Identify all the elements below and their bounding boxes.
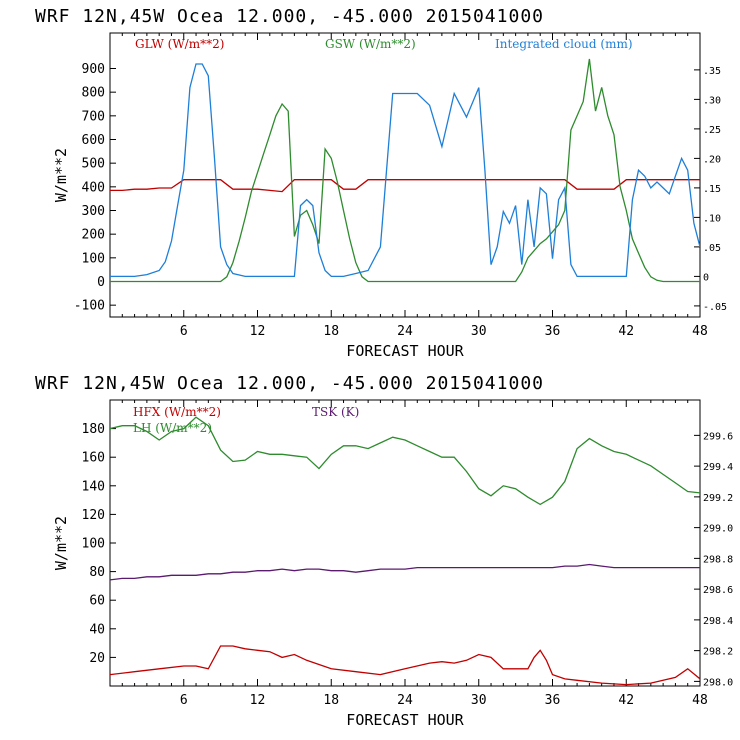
y-tick-label: 80: [89, 565, 105, 580]
series-line-hfx: [110, 645, 700, 686]
y2-tick-label: .35: [703, 66, 721, 77]
y2-tick-label: .15: [703, 184, 721, 195]
series-line-glw: [110, 179, 700, 193]
chart-panel-2: WRF 12N,45W Ocea 12.000, -45.000 2015041…: [35, 373, 733, 729]
x-axis-label: FORECAST HOUR: [346, 342, 464, 360]
y2-tick-label: .25: [703, 125, 721, 136]
legend-entry: GSW (W/m**2): [325, 37, 416, 51]
x-tick-label: 24: [397, 324, 413, 339]
y2-tick-label: -.05: [703, 302, 727, 313]
series-line-lh: [110, 416, 700, 506]
y-tick-label: 600: [82, 133, 105, 148]
x-tick-label: 24: [397, 693, 413, 708]
plot-frame: [109, 399, 701, 687]
y2-tick-label: 0: [703, 272, 709, 283]
y2-tick-label: .20: [703, 154, 721, 165]
y-tick-label: 180: [82, 422, 105, 437]
y2-tick-label: 298.0: [703, 677, 733, 688]
series-line-integrated: [110, 63, 700, 278]
y2-tick-label: 299.2: [703, 493, 733, 504]
x-tick-label: 30: [471, 324, 487, 339]
y-tick-label: 0: [97, 275, 105, 290]
y-tick-label: 400: [82, 180, 105, 195]
x-tick-label: 48: [692, 324, 708, 339]
y2-tick-label: 298.4: [703, 616, 733, 627]
x-tick-label: 12: [250, 324, 266, 339]
chart-panel-1: WRF 12N,45W Ocea 12.000, -45.000 2015041…: [35, 6, 727, 360]
y-tick-label: 700: [82, 109, 105, 124]
plot-frame: [109, 32, 701, 318]
series-line-tsk: [110, 563, 700, 581]
y-tick-label: 200: [82, 228, 105, 243]
y2-tick-label: .10: [703, 213, 721, 224]
y-axis-label: W/m**2: [52, 516, 70, 570]
x-tick-label: 48: [692, 693, 708, 708]
y-tick-label: 140: [82, 479, 105, 494]
y-tick-label: 120: [82, 508, 105, 523]
y2-tick-label: .05: [703, 243, 721, 254]
y-tick-label: 500: [82, 157, 105, 172]
chart-title: WRF 12N,45W Ocea 12.000, -45.000 2015041…: [35, 6, 544, 27]
legend-entry: LH (W/m**2): [133, 421, 212, 435]
x-tick-label: 36: [545, 324, 561, 339]
y-axis-label: W/m**2: [52, 148, 70, 202]
legend-entry: HFX (W/m**2): [133, 405, 221, 419]
y2-tick-label: 298.6: [703, 585, 733, 596]
y-tick-label: 900: [82, 62, 105, 77]
y2-tick-label: 299.4: [703, 462, 733, 473]
legend-entry: Integrated cloud (mm): [495, 37, 633, 51]
x-axis-label: FORECAST HOUR: [346, 711, 464, 729]
series-line-gsw: [110, 58, 700, 283]
x-tick-label: 36: [545, 693, 561, 708]
x-tick-label: 18: [323, 693, 339, 708]
y-tick-label: 100: [82, 251, 105, 266]
y2-tick-label: 298.8: [703, 554, 733, 565]
y-tick-label: -100: [74, 299, 105, 314]
x-tick-label: 42: [618, 693, 634, 708]
x-tick-label: 6: [180, 693, 188, 708]
x-tick-label: 6: [180, 324, 188, 339]
x-tick-label: 18: [323, 324, 339, 339]
y-tick-label: 160: [82, 451, 105, 466]
x-tick-label: 30: [471, 693, 487, 708]
y-tick-label: 800: [82, 86, 105, 101]
y-tick-label: 60: [89, 594, 105, 609]
legend-entry: GLW (W/m**2): [135, 37, 224, 51]
legend-entry: TSK (K): [312, 405, 359, 419]
x-tick-label: 42: [618, 324, 634, 339]
x-tick-label: 12: [250, 693, 266, 708]
y-tick-label: 100: [82, 537, 105, 552]
y2-tick-label: .30: [703, 95, 721, 106]
chart-title: WRF 12N,45W Ocea 12.000, -45.000 2015041…: [35, 373, 544, 394]
y-tick-label: 40: [89, 622, 105, 637]
y-tick-label: 300: [82, 204, 105, 219]
y2-tick-label: 298.2: [703, 647, 733, 658]
y-tick-label: 20: [89, 651, 105, 666]
y2-tick-label: 299.6: [703, 431, 733, 442]
y2-tick-label: 299.0: [703, 524, 733, 535]
